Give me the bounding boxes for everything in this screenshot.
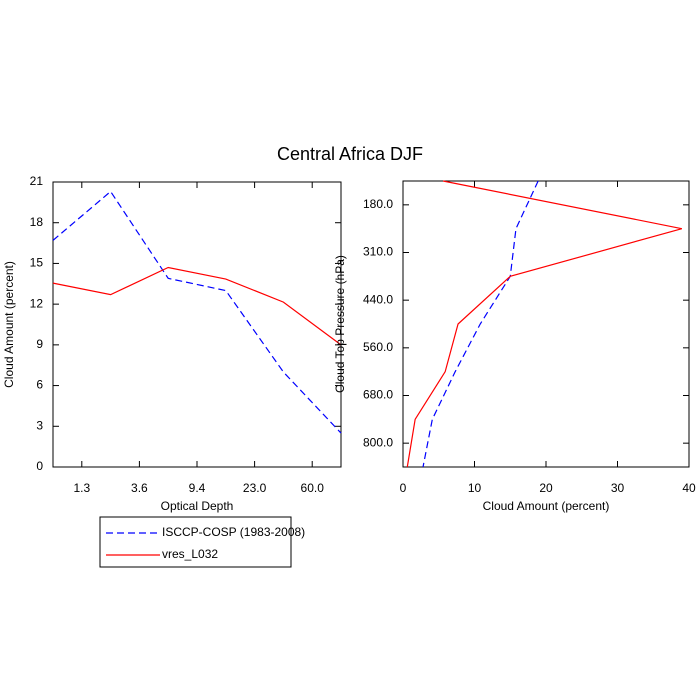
x-tick-label: 1.3 [73,481,90,495]
y-tick-label: 12 [30,296,44,310]
y-axis-label: Cloud Top Pressure (hPa) [333,255,347,393]
x-tick-label: 20 [539,481,553,495]
y-tick-label: 560.0 [363,340,393,354]
legend-label: vres_L032 [162,547,218,561]
y-tick-label: 21 [30,174,44,188]
y-tick-label: 18 [30,215,44,229]
x-tick-label: 30 [611,481,625,495]
y-tick-label: 15 [30,256,44,270]
y-tick-label: 6 [36,378,43,392]
y-tick-label: 800.0 [363,435,393,449]
y-tick-label: 180.0 [363,197,393,211]
x-tick-label: 40 [682,481,696,495]
x-tick-label: 3.6 [131,481,148,495]
series-line [422,180,539,468]
y-tick-label: 3 [36,418,43,432]
x-axis-label: Cloud Amount (percent) [483,499,610,513]
y-tick-label: 440.0 [363,292,393,306]
y-tick-label: 310.0 [363,245,393,259]
y-tick-label: 680.0 [363,388,393,402]
y-tick-label: 9 [36,337,43,351]
series-line [52,190,342,434]
legend-box [99,516,292,568]
x-tick-label: 60.0 [301,481,325,495]
series-line [52,266,342,346]
y-axis-label: Cloud Amount (percent) [2,261,16,388]
x-axis-label: Optical Depth [161,499,234,513]
series-line [406,180,683,468]
x-tick-label: 10 [468,481,482,495]
y-tick-label: 0 [36,459,43,473]
x-tick-label: 23.0 [243,481,267,495]
x-tick-label: 0 [400,481,407,495]
legend-label: ISCCP-COSP (1983-2008) [162,525,305,539]
x-tick-label: 9.4 [189,481,206,495]
chart-title: Central Africa DJF [277,144,423,164]
